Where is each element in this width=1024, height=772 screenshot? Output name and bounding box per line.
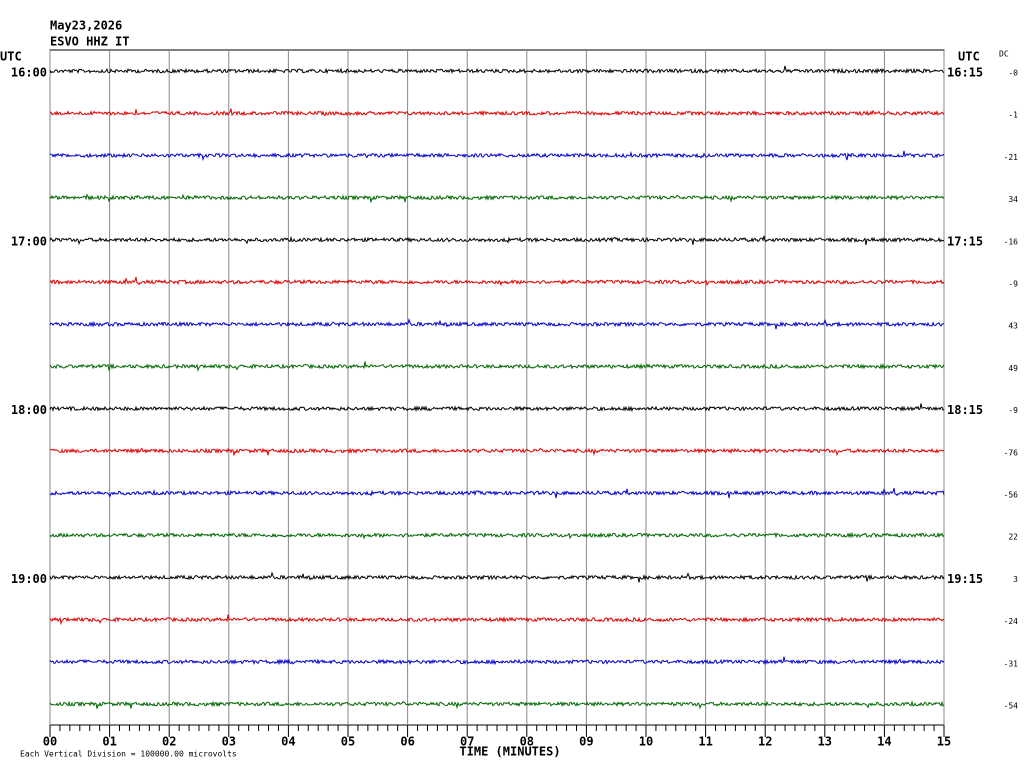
dc-value: -9 xyxy=(1008,280,1018,289)
title: May23,2026 xyxy=(50,19,122,33)
dc-value: -0 xyxy=(1008,69,1018,78)
x-tick-label: 07 xyxy=(460,735,474,749)
x-tick-label: 12 xyxy=(758,735,772,749)
trace xyxy=(49,656,945,666)
trace xyxy=(49,108,945,117)
trace xyxy=(49,531,945,540)
footnote: Each Vertical Division = 100000.00 micro… xyxy=(20,750,237,759)
left-time-label: 19:00 xyxy=(11,572,47,586)
trace xyxy=(49,571,945,583)
x-tick-label: 04 xyxy=(281,735,295,749)
x-tick-label: 13 xyxy=(818,735,832,749)
x-tick-label: 14 xyxy=(877,735,891,749)
x-tick-label: 01 xyxy=(102,735,116,749)
x-tick-label: 08 xyxy=(520,735,534,749)
dc-value: -56 xyxy=(1004,491,1019,500)
trace xyxy=(49,193,945,203)
x-tick-label: 06 xyxy=(400,735,414,749)
right-time-label: 17:15 xyxy=(947,234,983,248)
trace xyxy=(49,276,945,287)
trace xyxy=(49,447,945,457)
trace xyxy=(49,65,945,75)
x-tick-label: 09 xyxy=(579,735,593,749)
dc-value: -54 xyxy=(1004,702,1019,711)
dc-value: 34 xyxy=(1008,195,1018,204)
trace xyxy=(49,150,945,162)
x-tick-label: 15 xyxy=(937,735,951,749)
trace xyxy=(49,614,945,626)
dc-value: 49 xyxy=(1008,364,1018,373)
right-time-label: 18:15 xyxy=(947,403,983,417)
dc-value: 3 xyxy=(1013,575,1018,584)
trace xyxy=(49,487,945,499)
left-time-label: 18:00 xyxy=(11,403,47,417)
x-axis-label: TIME (MINUTES) xyxy=(459,745,560,759)
x-tick-label: 00 xyxy=(43,735,57,749)
dc-value: -21 xyxy=(1004,153,1019,162)
dc-value: 22 xyxy=(1008,533,1018,542)
left-time-label: 17:00 xyxy=(11,234,47,248)
dc-label: DC xyxy=(999,50,1009,59)
x-tick-label: 10 xyxy=(639,735,653,749)
dc-value: -16 xyxy=(1004,237,1019,246)
left-time-label: 16:00 xyxy=(11,66,47,80)
subtitle: ESVO HHZ IT xyxy=(50,35,129,49)
trace xyxy=(49,235,945,246)
trace xyxy=(49,361,945,373)
dc-value: -76 xyxy=(1004,448,1019,457)
trace xyxy=(49,403,945,413)
x-tick-label: 02 xyxy=(162,735,176,749)
dc-value: -31 xyxy=(1004,659,1019,668)
x-tick-label: 11 xyxy=(698,735,712,749)
x-tick-label: 03 xyxy=(222,735,236,749)
dc-value: 43 xyxy=(1008,322,1018,331)
right-time-label: 19:15 xyxy=(947,572,983,586)
trace xyxy=(49,318,945,330)
trace xyxy=(49,699,945,710)
dc-value: -9 xyxy=(1008,406,1018,415)
dc-value: -1 xyxy=(1008,111,1018,120)
dc-value: -24 xyxy=(1004,617,1019,626)
right-time-label: 16:15 xyxy=(947,66,983,80)
right-axis-label: UTC xyxy=(958,50,980,64)
x-tick-label: 05 xyxy=(341,735,355,749)
left-axis-label: UTC xyxy=(0,50,22,64)
plot-frame xyxy=(49,49,945,726)
